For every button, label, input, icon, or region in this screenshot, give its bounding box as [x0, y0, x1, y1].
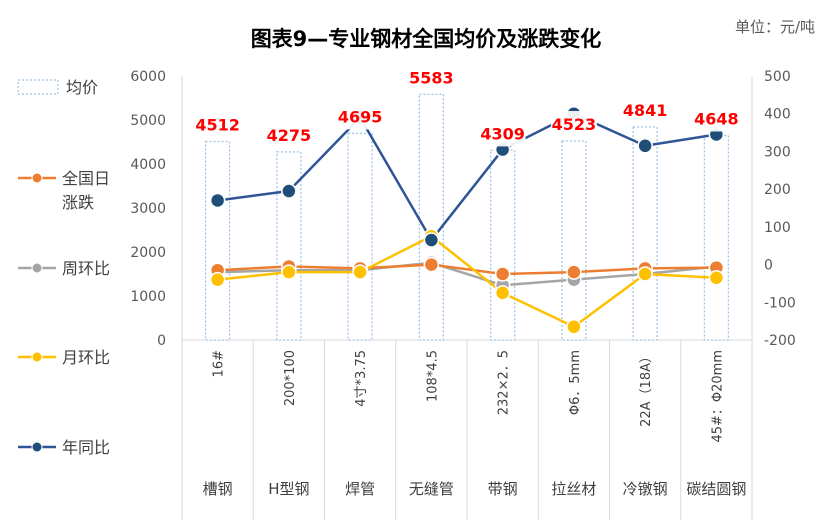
right-tick-label: 500	[764, 69, 791, 85]
price-data-label: 4275	[267, 126, 312, 145]
legend-marker-yoy	[31, 441, 43, 453]
legend-marker-mom	[31, 351, 43, 363]
series-line-0	[217, 263, 717, 276]
legend-item-avg-price: 均价	[17, 78, 98, 97]
price-bar	[347, 132, 373, 341]
category-label: H型钢	[268, 480, 309, 498]
series-point-3	[423, 232, 440, 248]
price-data-label: 4309	[480, 124, 525, 143]
category-label: 槽钢	[203, 480, 233, 498]
legend-label-daily-change-line1: 全国日	[62, 169, 110, 188]
series-point-2	[566, 319, 582, 335]
series-point-2	[352, 264, 368, 280]
category-label: 无缝管	[409, 480, 454, 498]
left-tick-label: 2000	[130, 245, 166, 261]
category-label: 碳结圆钢	[686, 480, 746, 498]
right-tick-label: 0	[764, 258, 773, 274]
spec-label: 4寸*3.75	[354, 350, 369, 407]
left-tick-label: 0	[157, 333, 166, 349]
price-data-label: 4695	[338, 107, 383, 126]
right-tick-label: 400	[764, 107, 791, 123]
category-label: 拉丝材	[551, 480, 596, 498]
price-label-bg	[479, 120, 526, 147]
left-tick-label: 3000	[130, 201, 166, 217]
price-label-bg	[337, 103, 384, 130]
legend-label-wow: 周环比	[62, 259, 110, 278]
legend-marker-daily-change	[31, 172, 43, 184]
price-bar	[418, 93, 445, 341]
right-tick-label: 300	[764, 144, 791, 160]
left-tick-label: 4000	[130, 157, 166, 173]
price-label-bg	[550, 110, 597, 137]
right-tick-label: -100	[764, 295, 796, 311]
price-label-bg	[693, 105, 740, 132]
legend-label-yoy: 年同比	[62, 438, 110, 457]
series-point-0	[494, 266, 511, 282]
price-label-bg	[194, 111, 241, 138]
price-data-label: 4648	[694, 109, 739, 128]
legend-item-wow: 周环比	[18, 259, 110, 278]
price-data-label: 4523	[552, 115, 597, 134]
series-point-2	[281, 264, 297, 280]
spec-label: Φ6．5mm	[568, 350, 583, 415]
plot-area: 0 1000 2000 3000 4000 5000 6000 -200 -100 0 100 200…	[130, 64, 796, 520]
series-point-2	[494, 285, 511, 301]
legend: 均价 全国日 涨跌 周环比 月环比 年同比	[17, 78, 110, 457]
legend-item-mom: 月环比	[18, 348, 110, 367]
category-label: 带钢	[488, 480, 518, 498]
series-line-2	[217, 235, 717, 329]
series-line-1	[217, 261, 717, 287]
spec-label: 16#	[212, 350, 227, 377]
left-tick-label: 6000	[130, 69, 166, 85]
legend-label-avg-price: 均价	[66, 78, 98, 97]
price-data-label: 4841	[623, 101, 668, 120]
legend-label-mom: 月环比	[62, 348, 110, 367]
series-point-3	[637, 138, 653, 154]
price-label-bg	[265, 121, 312, 148]
spec-label: 22A（18A）	[639, 350, 654, 427]
series-point-0	[423, 256, 440, 273]
right-tick-label: 100	[764, 220, 791, 236]
legend-item-yoy: 年同比	[18, 438, 110, 457]
spec-label: 108*4.5	[425, 350, 440, 402]
left-tick-label: 5000	[130, 113, 166, 129]
price-bar	[703, 134, 730, 341]
series-point-3	[281, 183, 297, 199]
series-point-2	[637, 266, 653, 282]
spec-label: 200*100	[283, 350, 298, 406]
price-label-bg	[408, 64, 455, 91]
legend-marker-wow	[31, 262, 43, 274]
price-bar	[276, 151, 302, 341]
series-line-3	[217, 112, 717, 242]
chart-title: 图表9—专业钢材全国均价及涨跌变化	[251, 27, 602, 51]
series-point-0	[566, 264, 582, 280]
price-bar	[489, 149, 516, 341]
legend-item-daily-change: 全国日 涨跌	[18, 169, 110, 212]
spec-label: 232×2．5	[497, 350, 512, 415]
price-data-label: 4512	[195, 115, 240, 134]
series-point-2	[209, 271, 226, 288]
price-bar	[561, 140, 587, 341]
spec-label: 45#：Φ20mm	[710, 350, 725, 443]
category-label: 冷镦钢	[623, 480, 668, 498]
price-label-bg	[622, 96, 669, 123]
price-bar	[632, 126, 658, 341]
category-label: 焊管	[345, 480, 375, 498]
legend-swatch-avg-price	[17, 79, 59, 95]
unit-label: 单位：元/吨	[735, 18, 815, 36]
legend-label-daily-change-line2: 涨跌	[62, 193, 94, 212]
series-point-2	[708, 270, 725, 286]
series-point-3	[209, 192, 226, 209]
right-tick-label: 200	[764, 182, 791, 198]
price-bar	[204, 140, 231, 341]
price-data-label: 5583	[409, 68, 454, 87]
left-tick-label: 1000	[130, 289, 166, 305]
right-tick-label: -200	[764, 333, 796, 349]
